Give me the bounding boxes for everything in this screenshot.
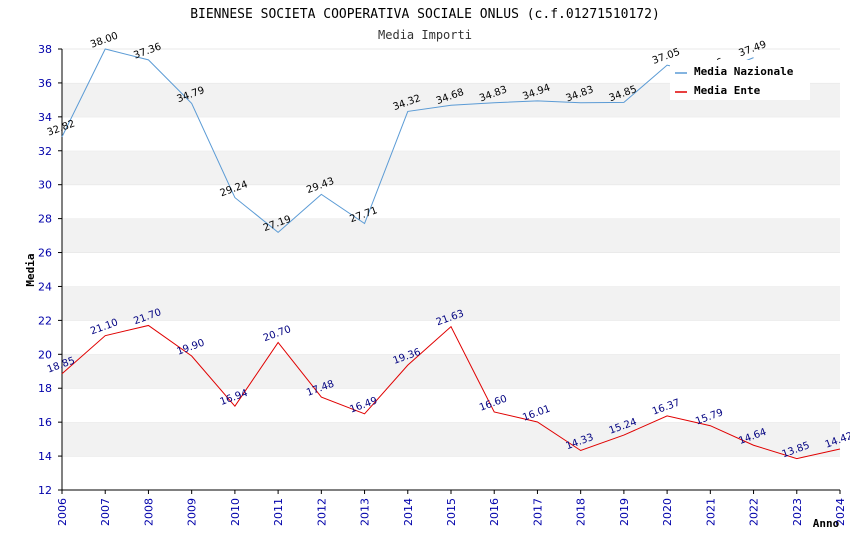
series-line-media-nazionale [61, 48, 754, 234]
legend: Media Nazionale Media Ente [670, 60, 810, 100]
grid-band [62, 252, 840, 287]
grid-band [62, 116, 840, 151]
x-tick-label: 2014 [402, 498, 415, 526]
y-tick-label: 14 [38, 450, 52, 463]
grid-band [62, 150, 840, 185]
y-axis-label: Media [24, 253, 37, 286]
legend-label-media-nazionale: Media Nazionale [694, 65, 794, 78]
y-tick-label: 12 [38, 484, 52, 497]
y-tick-label: 30 [38, 179, 52, 192]
grid-band [62, 184, 840, 219]
x-tick-label: 2007 [99, 498, 112, 526]
x-tick-label: 2023 [791, 498, 804, 526]
series-line-media-ente [61, 324, 841, 460]
x-axis-label: Anno [813, 517, 840, 530]
x-tick-labels: 2006 2007 2008 2009 2010 2011 2012 2013 2014 2015… [56, 498, 847, 526]
y-tick-label: 38 [38, 43, 52, 56]
chart-subtitle: Media Importi [378, 28, 472, 42]
x-tick-label: 2017 [531, 498, 544, 526]
legend-box [670, 60, 810, 100]
x-tick-label: 2018 [575, 498, 588, 526]
y-tick-label: 18 [38, 382, 52, 395]
y-tick-label: 28 [38, 213, 52, 226]
y-tick-label: 20 [38, 348, 52, 361]
x-tick-label: 2010 [229, 498, 242, 526]
grid-band [62, 218, 840, 253]
axes [58, 48, 841, 494]
x-tick-label: 2022 [748, 498, 761, 526]
grid-band [62, 422, 840, 457]
grid-band [62, 354, 840, 389]
y-tick-label: 36 [38, 77, 52, 90]
data-label: 38.00 [89, 31, 120, 51]
x-tick-label: 2015 [445, 498, 458, 526]
grid-bands [62, 48, 840, 490]
x-tick-label: 2011 [272, 498, 285, 526]
x-tick-label: 2009 [186, 498, 199, 526]
legend-label-media-ente: Media Ente [694, 84, 761, 97]
x-tick-label: 2006 [56, 498, 69, 526]
grid-band [62, 286, 840, 321]
y-tick-label: 22 [38, 314, 52, 327]
x-tick-label: 2013 [359, 498, 372, 526]
x-tick-label: 2019 [618, 498, 631, 526]
y-tick-label: 32 [38, 145, 52, 158]
y-tick-label: 24 [38, 280, 52, 293]
y-tick-label: 34 [38, 111, 52, 124]
x-tick-label: 2021 [704, 498, 717, 526]
y-tick-labels: 12 14 16 18 20 22 24 26 28 30 32 34 36 38 [38, 43, 52, 497]
chart-title: BIENNESE SOCIETA COOPERATIVA SOCIALE ONL… [190, 7, 660, 22]
y-tick-label: 16 [38, 416, 52, 429]
x-tick-label: 2008 [142, 498, 155, 526]
grid-band [62, 388, 840, 423]
x-tick-label: 2012 [315, 498, 328, 526]
x-tick-label: 2024 [834, 498, 847, 526]
x-tick-label: 2016 [488, 498, 501, 526]
y-tick-label: 26 [38, 247, 52, 260]
x-tick-label: 2020 [661, 498, 674, 526]
grid-band [62, 456, 840, 490]
series-lines [61, 48, 841, 460]
